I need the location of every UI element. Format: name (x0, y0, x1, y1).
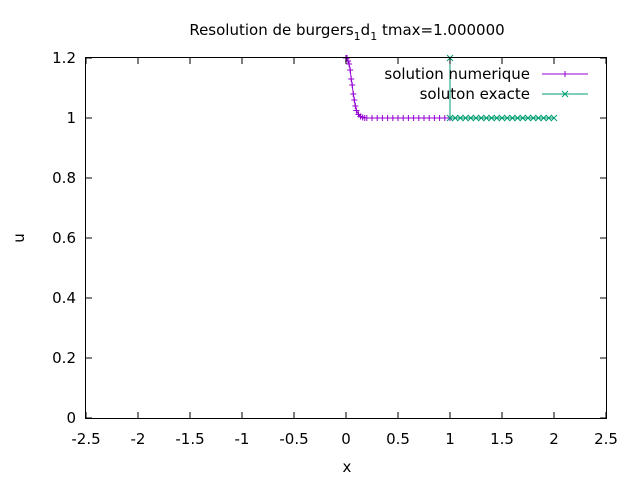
data-point (421, 115, 427, 121)
data-point (446, 114, 454, 122)
data-point (550, 114, 558, 122)
data-point (410, 115, 417, 121)
data-point (540, 114, 547, 122)
data-point (441, 115, 448, 121)
data-point (498, 114, 506, 122)
data-point (426, 115, 433, 121)
y-axis: 0 0.2 0.4 0.6 0.8 1 1.2 (52, 49, 606, 427)
data-point (349, 82, 356, 88)
data-point (384, 115, 391, 121)
data-point (529, 114, 537, 122)
y-tick-label: 0.2 (52, 349, 76, 367)
data-point (561, 90, 569, 98)
x-tick-label: 2.5 (594, 430, 618, 448)
x-tick-label: -2 (131, 430, 146, 448)
y-tick-label: 1 (66, 109, 76, 127)
data-point (562, 71, 568, 77)
series-line (449, 58, 554, 119)
legend: solution numerique soluton exacte (384, 65, 588, 103)
x-tick-label: -1 (235, 430, 250, 448)
x-axis: -2.5 -2 -1.5 -1 -0.5 0 0.5 1 1.5 2 2.5 (71, 58, 618, 448)
y-tick-label: 1.2 (52, 49, 76, 67)
data-point (545, 114, 553, 122)
data-point (488, 114, 495, 122)
x-tick-label: -2.5 (71, 430, 100, 448)
plot-frame (85, 57, 607, 419)
data-point (346, 61, 353, 67)
x-tick-label: -0.5 (279, 430, 308, 448)
data-point (379, 115, 386, 121)
plot-area (85, 54, 607, 419)
data-point (436, 115, 443, 121)
chart-title: Resolution de burgers1d1 tmax=1.000000 (189, 21, 504, 43)
data-point (477, 114, 485, 122)
series-2 (446, 54, 558, 122)
data-point (352, 103, 359, 109)
data-point (535, 114, 542, 122)
legend-label: soluton exacte (420, 85, 530, 103)
data-point (519, 114, 527, 122)
data-point (472, 114, 480, 122)
x-tick-label: 0 (341, 430, 351, 448)
x-tick-label: 2 (549, 430, 559, 448)
y-tick-label: 0 (66, 409, 76, 427)
data-point (457, 114, 464, 122)
y-axis-label: u (10, 233, 28, 243)
y-tick-label: 0.4 (52, 289, 76, 307)
x-tick-label: 0.5 (386, 430, 410, 448)
data-point (509, 114, 516, 122)
series-layer (343, 54, 558, 122)
legend-label: solution numerique (384, 65, 530, 83)
y-tick-label: 0.6 (52, 229, 76, 247)
x-tick-label: -1.5 (175, 430, 204, 448)
data-point (467, 114, 475, 122)
data-point (347, 67, 354, 73)
data-point (348, 76, 355, 82)
data-point (483, 114, 490, 122)
data-point (353, 107, 360, 114)
data-point (350, 91, 357, 97)
x-axis-label: x (343, 458, 352, 476)
data-point (405, 115, 412, 121)
x-tick-label: 1.5 (490, 430, 514, 448)
data-point (374, 115, 381, 121)
data-point (503, 114, 511, 122)
data-point (524, 114, 532, 122)
data-point (395, 115, 401, 121)
data-point (363, 115, 370, 121)
y-tick-label: 0.8 (52, 169, 76, 187)
data-point (451, 114, 459, 122)
data-point (369, 115, 375, 121)
data-point (493, 114, 501, 122)
data-point (351, 97, 358, 103)
data-point (400, 115, 407, 121)
data-point (431, 115, 438, 121)
data-point (389, 115, 396, 121)
data-point (415, 115, 422, 121)
data-point (514, 114, 521, 122)
x-tick-label: 1 (445, 430, 455, 448)
data-point (462, 114, 469, 122)
